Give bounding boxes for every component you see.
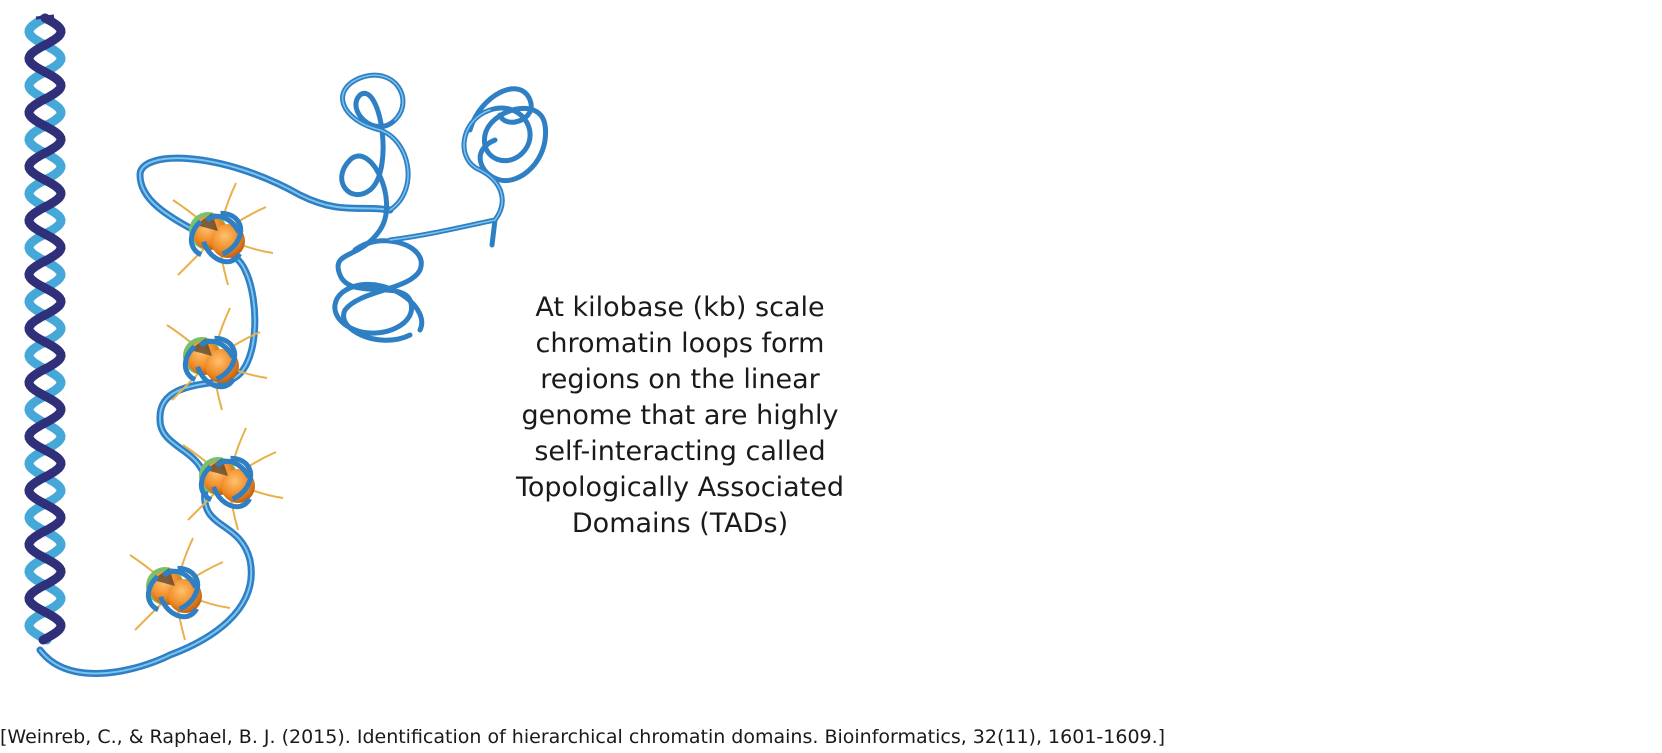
dna-strand	[24, 13, 66, 645]
chromatin-diagram	[24, 13, 548, 677]
nucleosome-icon	[166, 307, 268, 411]
tad-loop-highlight	[341, 74, 503, 241]
nucleosome-icon	[129, 537, 231, 641]
dna-strand	[24, 13, 66, 645]
dna-double-helix-icon	[24, 13, 66, 645]
nucleosome-group	[129, 182, 284, 641]
diagram-caption: At kilobase (kb) scale chromatin loops f…	[515, 292, 845, 539]
chromatin-fiber-icon	[36, 154, 394, 677]
nucleosome-icon	[182, 427, 284, 531]
nucleosome-icon	[172, 182, 274, 286]
citation-text: [Weinreb, C., & Raphael, B. J. (2015). I…	[0, 726, 1166, 748]
